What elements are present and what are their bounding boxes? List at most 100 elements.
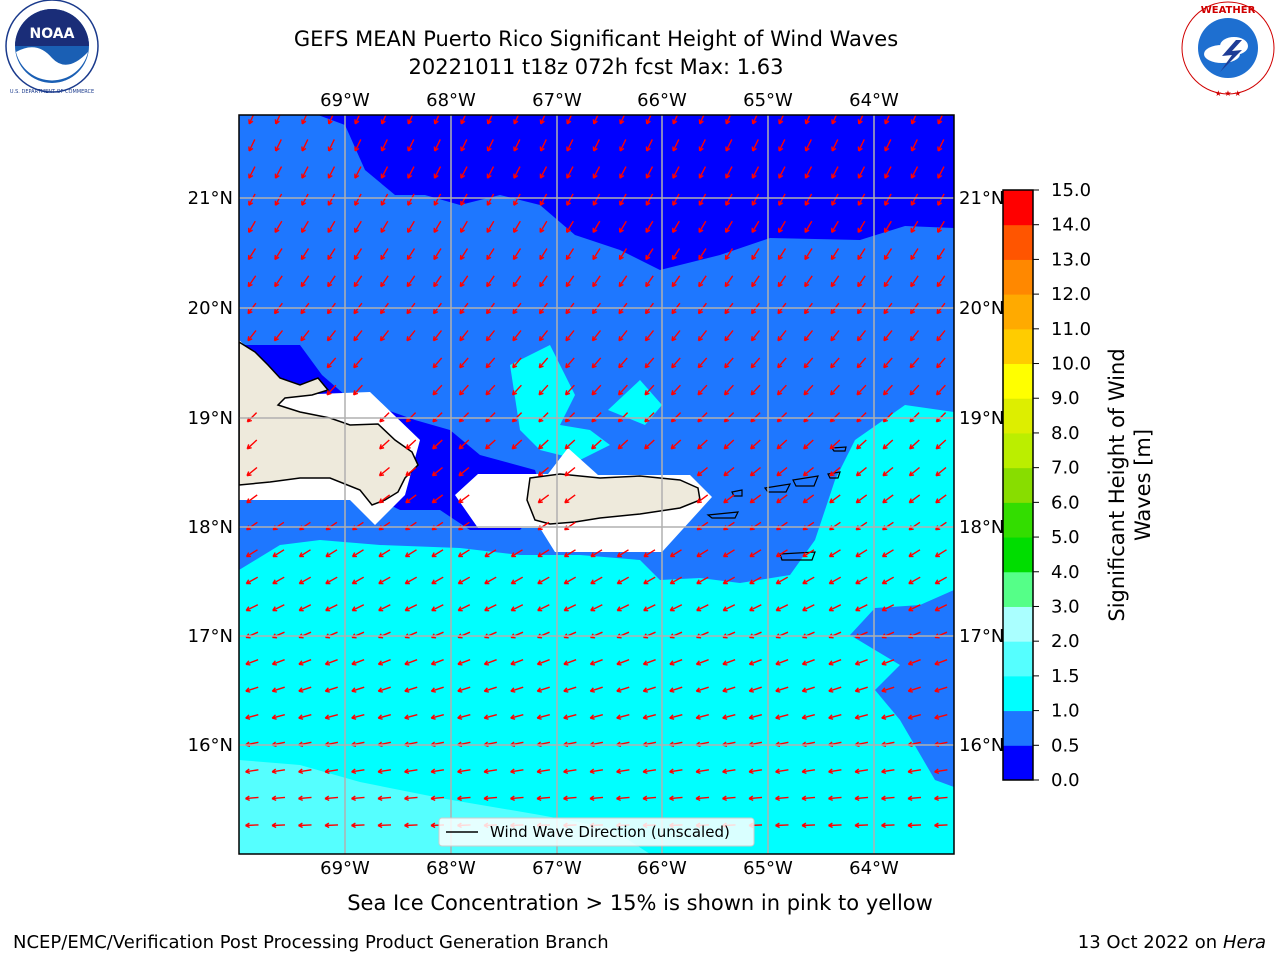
wind-wave-arrow bbox=[831, 139, 839, 152]
wind-wave-arrow bbox=[775, 714, 789, 720]
wind-wave-arrow bbox=[351, 714, 365, 720]
wind-wave-arrow bbox=[882, 494, 894, 504]
wind-wave-arrow bbox=[751, 220, 760, 234]
wind-wave-arrow bbox=[566, 115, 573, 125]
wind-wave-arrow bbox=[829, 384, 840, 396]
wind-wave-arrow bbox=[536, 714, 550, 720]
wind-wave-arrow bbox=[407, 115, 414, 125]
wind-wave-arrow bbox=[644, 330, 655, 342]
wind-wave-arrow bbox=[722, 576, 736, 585]
wind-wave-arrow bbox=[670, 439, 682, 450]
wind-wave-arrow bbox=[695, 795, 710, 802]
wind-wave-arrow bbox=[775, 686, 789, 693]
wind-wave-arrow bbox=[722, 659, 736, 666]
wind-wave-arrow bbox=[433, 166, 442, 179]
wind-wave-arrow bbox=[354, 166, 362, 179]
wind-wave-arrow bbox=[431, 549, 444, 558]
wind-wave-arrow bbox=[565, 330, 575, 342]
wind-wave-arrow bbox=[407, 193, 415, 206]
lat-label-right: 18°N bbox=[959, 517, 1004, 538]
wind-wave-arrow bbox=[698, 275, 707, 288]
wind-wave-arrow bbox=[563, 795, 577, 802]
wind-wave-arrow bbox=[804, 220, 813, 234]
wind-wave-arrow bbox=[457, 714, 471, 720]
wind-wave-arrow bbox=[669, 686, 683, 693]
lon-label-top: 67°W bbox=[532, 90, 582, 111]
wind-wave-arrow bbox=[485, 330, 496, 342]
wind-wave-arrow bbox=[907, 686, 921, 693]
wind-wave-arrow bbox=[354, 139, 362, 152]
wind-wave-arrow bbox=[274, 248, 283, 261]
wind-wave-arrow bbox=[539, 275, 548, 288]
lat-label-left: 17°N bbox=[188, 626, 233, 647]
wind-wave-arrow bbox=[458, 384, 469, 396]
wind-wave-arrow bbox=[351, 822, 365, 829]
wind-wave-arrow bbox=[351, 659, 365, 666]
wind-wave-arrow bbox=[457, 659, 471, 666]
noaa-logo-icon: NOAA U.S. DEPARTMENT OF COMMERCE bbox=[5, 0, 99, 95]
wind-wave-arrow bbox=[750, 384, 761, 396]
wind-wave-arrow bbox=[619, 139, 627, 152]
wind-wave-arrow bbox=[909, 384, 920, 396]
wind-wave-arrow bbox=[857, 275, 866, 288]
wind-wave-arrow bbox=[936, 248, 946, 261]
wind-wave-arrow bbox=[538, 439, 549, 450]
wind-wave-arrow bbox=[616, 576, 630, 585]
wind-wave-arrow bbox=[883, 275, 893, 288]
svg-text:NOAA: NOAA bbox=[30, 26, 75, 42]
wind-wave-arrow bbox=[484, 549, 497, 558]
wind-wave-arrow bbox=[722, 714, 736, 720]
wind-wave-arrow bbox=[458, 494, 470, 504]
wind-wave-arrow bbox=[828, 822, 842, 829]
wind-wave-arrow bbox=[935, 439, 947, 450]
wind-wave-arrow bbox=[855, 604, 868, 612]
wind-wave-arrow bbox=[327, 248, 336, 261]
wind-wave-arrow bbox=[645, 220, 654, 234]
wind-wave-arrow bbox=[539, 193, 548, 206]
wind-wave-arrow bbox=[935, 466, 947, 477]
wind-wave-arrow bbox=[907, 768, 922, 775]
wind-wave-arrow bbox=[776, 384, 787, 396]
wind-wave-arrow bbox=[777, 357, 787, 369]
wind-wave-arrow bbox=[592, 139, 600, 152]
wind-wave-arrow bbox=[669, 795, 683, 802]
wind-wave-arrow bbox=[298, 822, 312, 829]
lon-label-top: 68°W bbox=[426, 90, 476, 111]
wind-wave-arrow bbox=[430, 714, 444, 720]
wind-wave-arrow bbox=[378, 466, 390, 477]
wind-wave-arrow bbox=[327, 193, 336, 206]
footer-date: 13 Oct 2022 on Hera bbox=[1078, 932, 1266, 953]
wind-wave-arrow bbox=[301, 220, 309, 234]
wind-wave-arrow bbox=[697, 439, 708, 450]
wind-wave-arrow bbox=[724, 330, 734, 342]
wind-wave-arrow bbox=[354, 193, 362, 206]
wind-wave-arrow bbox=[563, 686, 577, 693]
wind-wave-arrow bbox=[619, 115, 626, 125]
wind-wave-arrow bbox=[246, 466, 258, 477]
wind-wave-arrow bbox=[433, 139, 441, 152]
wind-wave-arrow bbox=[937, 193, 945, 206]
wind-wave-arrow bbox=[592, 193, 601, 206]
wind-wave-arrow bbox=[907, 659, 921, 666]
wind-wave-arrow bbox=[644, 357, 655, 369]
wind-wave-arrow bbox=[536, 659, 550, 666]
wind-wave-arrow bbox=[884, 220, 892, 234]
wind-wave-arrow bbox=[404, 822, 418, 829]
wind-wave-arrow bbox=[696, 576, 709, 585]
wind-wave-arrow bbox=[405, 439, 417, 450]
wind-wave-arrow bbox=[483, 659, 497, 666]
wind-wave-arrow bbox=[751, 166, 760, 179]
wind-wave-arrow bbox=[829, 494, 841, 504]
lon-label-top: 64°W bbox=[849, 90, 899, 111]
wind-wave-arrow bbox=[513, 115, 520, 125]
wind-wave-arrow bbox=[881, 549, 894, 558]
wind-wave-arrow bbox=[724, 248, 734, 261]
wind-wave-arrow bbox=[854, 659, 868, 666]
wind-wave-arrow bbox=[698, 193, 707, 206]
wind-wave-arrow bbox=[645, 275, 654, 288]
lon-label-bottom: 66°W bbox=[637, 858, 687, 879]
wind-wave-arrow bbox=[804, 139, 812, 152]
wind-wave-arrow bbox=[300, 248, 310, 261]
wind-wave-arrow bbox=[723, 384, 734, 396]
